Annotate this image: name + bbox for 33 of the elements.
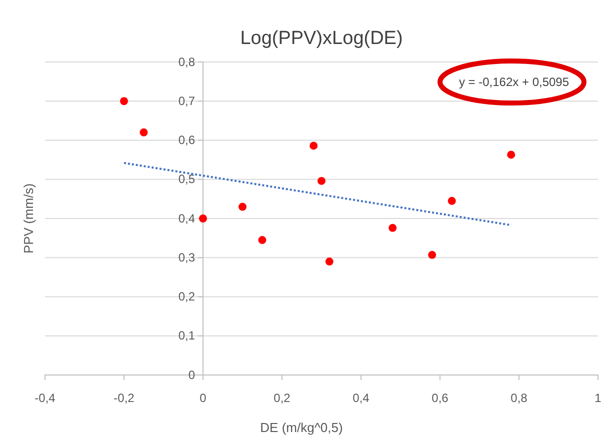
y-tick-label: 0,1 [178,328,196,343]
point [388,224,397,232]
y-tick-label: 0,6 [178,133,196,148]
y-tick-label: 0,2 [178,290,196,304]
x-tick-label: -0,2 [114,391,135,406]
point [140,128,148,136]
x-tick-label: 0,4 [352,391,370,406]
point [238,202,246,211]
y-tick-label: 0,3 [178,250,196,264]
chart-title: Log(PPV)xLog(DE) [240,28,403,49]
annotation: y = -0,162x + 0,5095 [458,75,570,89]
y-tick-label: 0,4 [178,211,196,226]
point [448,196,456,205]
x-tick-label: 0,6 [432,391,449,406]
x-axis-title: DE (m/kg^0,5) [260,420,343,435]
point [507,150,516,159]
y-tick-label: 0 [188,368,196,382]
point [199,214,207,222]
point [325,258,334,266]
point [258,236,266,244]
point [120,97,128,106]
x-tick-label: 0 [200,391,207,406]
x-tick-label: 1 [594,391,602,406]
x-tick-label: 0,2 [274,391,291,406]
x-tick-label: 0,8 [510,391,528,406]
x-tick-label: -0,4 [34,391,56,406]
point [428,250,436,259]
y-tick-label: 0,8 [178,54,196,69]
y-tick-label: 0,5 [178,172,196,186]
point [310,142,318,150]
y-axis-title: PPV (mm/s) [21,183,36,254]
point [318,176,326,185]
y-tick-label: 0,7 [178,94,196,108]
